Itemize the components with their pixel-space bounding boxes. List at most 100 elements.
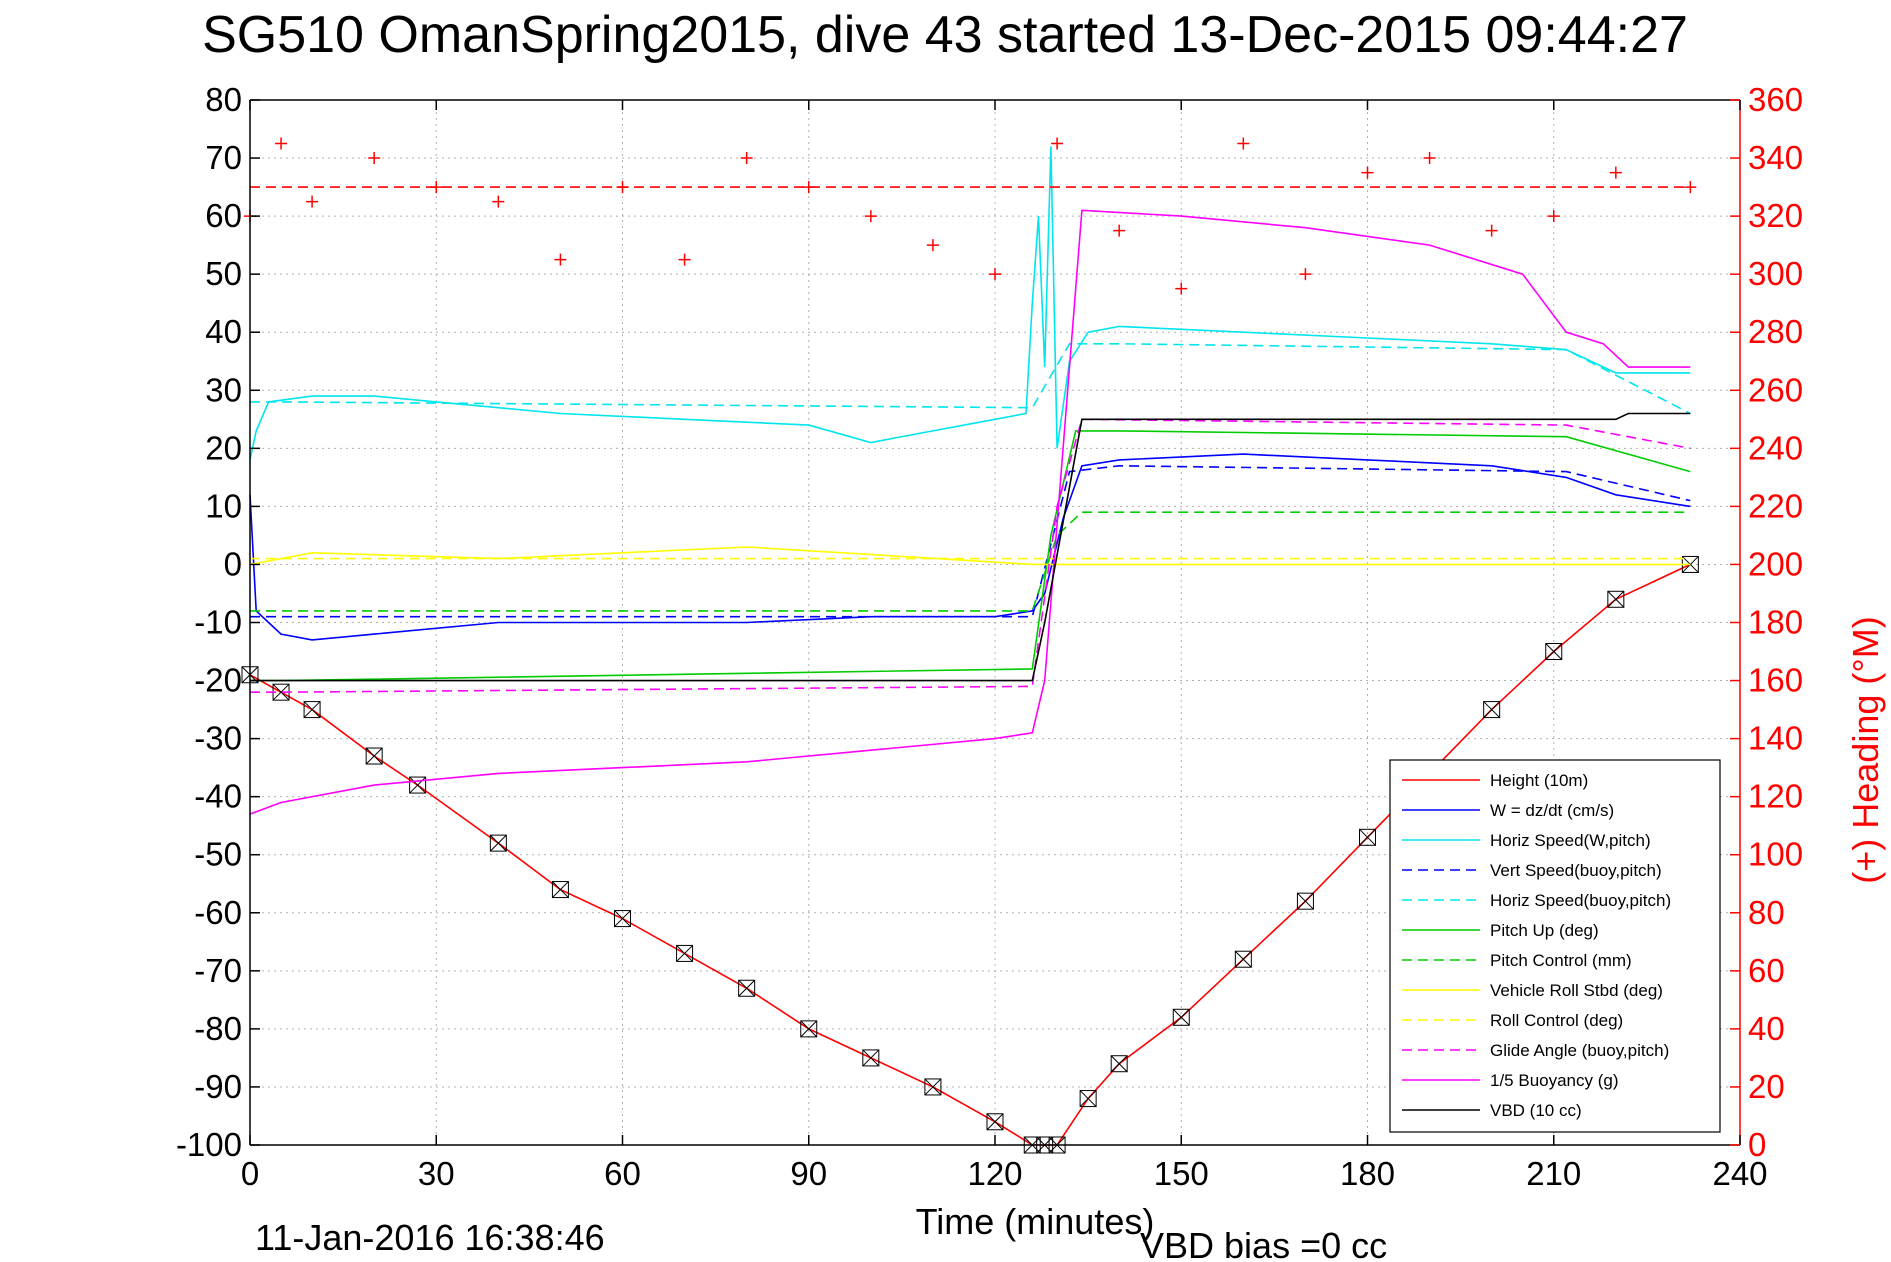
depth-marker	[986, 1113, 1004, 1131]
y-tick-label: 70	[205, 139, 242, 176]
legend-entry: Horiz Speed(buoy,pitch)	[1490, 891, 1671, 910]
heading-point	[275, 137, 288, 150]
heading-point	[864, 210, 877, 223]
x-tick-label: 90	[790, 1155, 827, 1192]
depth-marker-x	[924, 1078, 942, 1096]
heading-point	[368, 152, 381, 165]
y-tick-label: -20	[194, 662, 242, 699]
legend-entry: W = dz/dt (cm/s)	[1490, 801, 1614, 820]
y-tick-label: 50	[205, 255, 242, 292]
y-right-tick-label: 300	[1748, 255, 1803, 292]
legend: Height (10m) W = dz/dt (cm/s) Horiz Speed(…	[1389, 759, 1721, 1133]
series-layer	[241, 137, 1699, 1154]
legend-entry: Height (10m)	[1490, 771, 1588, 790]
heading-point	[989, 268, 1001, 281]
legend-entry: Vert Speed(buoy,pitch)	[1490, 861, 1662, 880]
depth-marker-x	[552, 881, 569, 898]
y-tick-label: -50	[194, 836, 242, 873]
y-right-tick-label: 360	[1748, 81, 1803, 118]
heading-point	[1609, 166, 1622, 179]
depth-marker-x	[365, 747, 383, 765]
heading-point	[1175, 282, 1188, 295]
depth-marker-x	[862, 1049, 880, 1067]
x-tick-label: 30	[418, 1155, 455, 1192]
heading-point	[492, 195, 505, 208]
depth-marker	[862, 1049, 880, 1067]
depth-marker-x	[1607, 590, 1625, 608]
series-line	[250, 418, 1691, 693]
y-tick-label: -90	[194, 1068, 242, 1105]
series-line	[250, 511, 1691, 612]
heading-point	[740, 152, 753, 165]
x-tick-label: 240	[1712, 1155, 1767, 1192]
chart-title: SG510 OmanSpring2015, dive 43 started 13…	[202, 6, 1688, 64]
legend-entry: Pitch Up (deg)	[1490, 921, 1599, 940]
heading-point	[1361, 166, 1374, 179]
series-line	[250, 343, 1691, 415]
x-axis-label: Time (minutes)	[916, 1201, 1155, 1242]
depth-marker-x	[1359, 828, 1376, 846]
depth-marker-x	[1079, 1090, 1097, 1107]
depth-marker	[1607, 590, 1625, 608]
depth-marker	[1234, 950, 1252, 968]
depth-marker	[800, 1020, 818, 1038]
y-right-tick-label: 100	[1748, 836, 1803, 873]
legend-entry: Vehicle Roll Stbd (deg)	[1490, 981, 1663, 1000]
depth-marker-x	[1681, 556, 1699, 573]
vbd-bias-label: VBD bias =0 cc	[1140, 1225, 1387, 1262]
depth-marker-x	[303, 701, 321, 718]
heading-point	[1299, 268, 1312, 281]
series-4	[250, 343, 1691, 415]
depth-marker	[551, 881, 569, 899]
y-right-tick-label: 240	[1748, 429, 1803, 466]
series-line	[250, 412, 1691, 682]
y-tick-label: -30	[194, 720, 242, 757]
legend-entry: 1/5 Buoyancy (g)	[1490, 1071, 1619, 1090]
legend-entry: Horiz Speed(W,pitch)	[1490, 831, 1651, 850]
depth-marker-x	[986, 1113, 1004, 1131]
series-7	[249, 546, 1691, 566]
depth-marker-x	[489, 834, 507, 852]
y-right-tick-label: 200	[1748, 545, 1803, 582]
x-tick-label: 180	[1340, 1155, 1395, 1192]
heading-point	[678, 253, 691, 266]
depth-marker-x	[1234, 950, 1252, 968]
depth-marker	[614, 910, 631, 928]
series-line	[249, 453, 1691, 641]
heading-point	[1237, 137, 1250, 150]
x-tick-label: 60	[604, 1155, 641, 1192]
y-tick-label: 60	[205, 197, 242, 234]
depth-marker	[924, 1078, 942, 1096]
y-tick-label: 40	[205, 313, 242, 350]
depth-marker-x	[1545, 643, 1563, 660]
depth-marker	[1359, 828, 1376, 846]
heading-point	[1113, 224, 1126, 237]
depth-marker-x	[1172, 1008, 1190, 1026]
y-tick-label: 80	[205, 81, 242, 118]
heading-point	[1485, 224, 1498, 237]
depth-marker-x	[1297, 892, 1314, 910]
y-tick-label: -40	[194, 778, 242, 815]
depth-marker	[1172, 1008, 1190, 1026]
depth-marker	[1483, 701, 1501, 719]
y-tick-label: 30	[205, 371, 242, 408]
series-line	[249, 546, 1691, 566]
depth-marker-x	[738, 979, 756, 997]
depth-marker	[365, 747, 383, 765]
legend-entry: Roll Control (deg)	[1490, 1011, 1623, 1030]
series-1	[249, 453, 1691, 641]
y-tick-label: -10	[194, 604, 242, 641]
series-line	[250, 430, 1691, 682]
y-right-tick-label: 80	[1748, 894, 1785, 931]
series-6	[250, 511, 1691, 612]
y-right-tick-label: 40	[1748, 1010, 1785, 1047]
y-tick-label: -80	[194, 1010, 242, 1047]
x-tick-label: 0	[241, 1155, 259, 1192]
heading-point	[306, 195, 319, 208]
legend-entry: Pitch Control (mm)	[1490, 951, 1632, 970]
depth-marker-x	[676, 945, 693, 962]
y-right-tick-label: 320	[1748, 197, 1803, 234]
heading-point	[926, 239, 939, 252]
series-line	[250, 464, 1691, 618]
